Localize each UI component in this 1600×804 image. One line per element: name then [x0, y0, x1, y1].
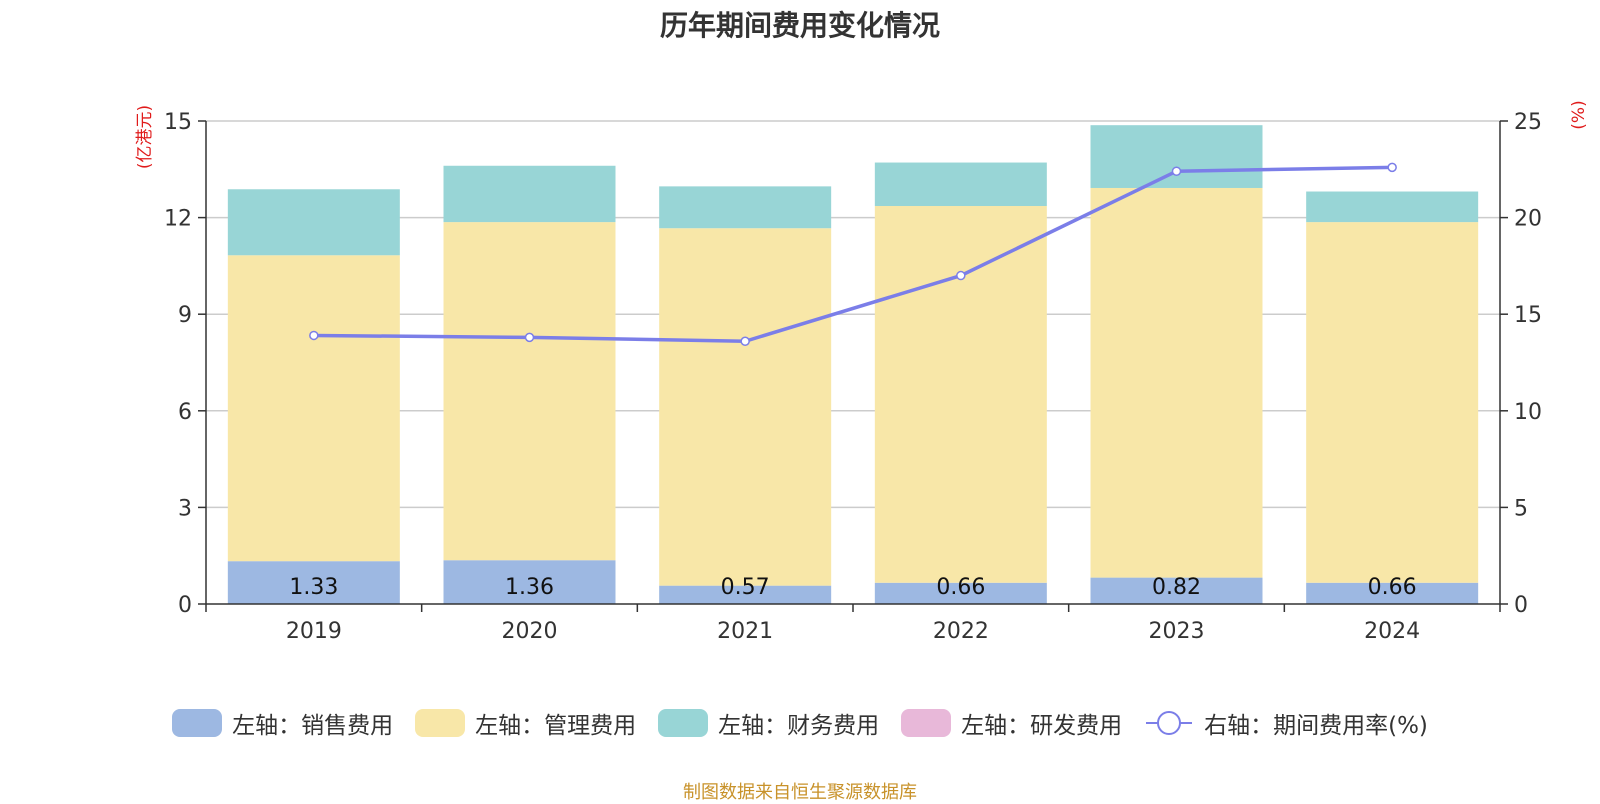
bar-data-label: 0.82 — [1152, 575, 1201, 600]
y-right-tick-label: 20 — [1514, 207, 1542, 232]
bar-segment — [443, 560, 616, 604]
expense-rate-point — [1171, 166, 1182, 176]
expense-rate-point — [524, 332, 535, 343]
y-right-tick-label: 5 — [1514, 496, 1528, 521]
legend: 左轴：销售费用 左轴：管理费用 左轴：财务费用 左轴：研发费用 右轴：期间费用率(%) — [0, 706, 1600, 740]
bar-segment — [1306, 191, 1479, 223]
legend-label: 左轴：销售费用 — [232, 713, 394, 739]
legend-swatch — [172, 709, 223, 737]
x-tick-label: 2022 — [933, 619, 989, 644]
expense-rate-point — [740, 336, 750, 346]
bar-data-label: 1.36 — [505, 575, 554, 600]
bar-segment — [443, 222, 616, 561]
x-tick-label: 2021 — [717, 619, 773, 644]
y-right-tick-label: 10 — [1514, 400, 1542, 425]
legend-label: 左轴：管理费用 — [475, 713, 637, 739]
bar-segment — [659, 585, 832, 604]
bar-segment — [227, 189, 400, 256]
y-left-tick-label: 12 — [164, 207, 192, 232]
y-right-unit-label: (%) — [1569, 100, 1589, 129]
legend-item[interactable]: 右轴：期间费用率(%) — [1144, 706, 1428, 740]
bar-segment — [659, 186, 832, 229]
expense-rate-line — [313, 165, 1393, 344]
bar-segment — [227, 561, 400, 604]
bar-data-label: 0.66 — [1368, 575, 1417, 600]
legend-swatch — [901, 709, 952, 737]
bar-segment — [659, 228, 832, 586]
chart-title: 历年期间费用变化情况 — [659, 9, 940, 42]
bar-data-label: 0.66 — [936, 575, 985, 600]
chart-svg: 0 3 6 9 12 15 0 5 10 15 20 25 (亿港元) (%) 1.33 2019 1.36 20… — [135, 100, 1589, 644]
y-left-tick-label: 0 — [178, 593, 192, 618]
x-tick-label: 2023 — [1149, 619, 1205, 644]
legend-label: 右轴：期间费用率(%) — [1204, 713, 1428, 739]
legend-item[interactable]: 左轴：财务费用 — [658, 706, 879, 740]
legend-swatch — [415, 709, 466, 737]
bar-segment — [227, 255, 400, 562]
bar-segment — [1090, 125, 1263, 188]
legend-swatch — [658, 709, 709, 737]
y-right-tick-label: 25 — [1514, 110, 1542, 135]
legend-item[interactable]: 左轴：管理费用 — [415, 706, 636, 740]
y-right-tick-label: 15 — [1514, 303, 1542, 328]
bar-segment — [1306, 582, 1479, 604]
bar-segment — [1306, 222, 1479, 583]
source-note: 制图数据来自恒生聚源数据库 — [683, 782, 917, 803]
legend-item[interactable]: 左轴：销售费用 — [172, 706, 393, 740]
bar-data-label: 1.33 — [289, 575, 338, 600]
bar-segment — [874, 206, 1047, 583]
legend-item[interactable]: 左轴：研发费用 — [901, 706, 1122, 740]
y-right-tick-label: 0 — [1514, 593, 1528, 618]
legend-label: 左轴：研发费用 — [961, 713, 1123, 739]
bar-segment — [874, 162, 1047, 207]
bar-segment — [1090, 577, 1263, 604]
y-left-tick-label: 6 — [178, 400, 192, 425]
x-tick-label: 2019 — [286, 619, 342, 644]
bar-segment — [1090, 187, 1263, 578]
legend-swatch — [1146, 711, 1193, 735]
expense-rate-point — [309, 330, 319, 341]
bar-segment — [874, 582, 1047, 604]
y-left-tick-label: 9 — [178, 303, 192, 328]
expense-rate-point — [1387, 162, 1397, 173]
x-tick-label: 2020 — [502, 619, 558, 644]
y-left-unit-label: (亿港元) — [135, 105, 155, 169]
expense-rate-point — [956, 270, 966, 281]
y-left-tick-label: 15 — [164, 110, 192, 135]
legend-label: 左轴：财务费用 — [718, 713, 880, 739]
bar-data-label: 0.57 — [721, 575, 770, 600]
bar-segment — [443, 165, 616, 223]
y-left-tick-label: 3 — [178, 496, 192, 521]
x-tick-label: 2024 — [1364, 619, 1420, 644]
